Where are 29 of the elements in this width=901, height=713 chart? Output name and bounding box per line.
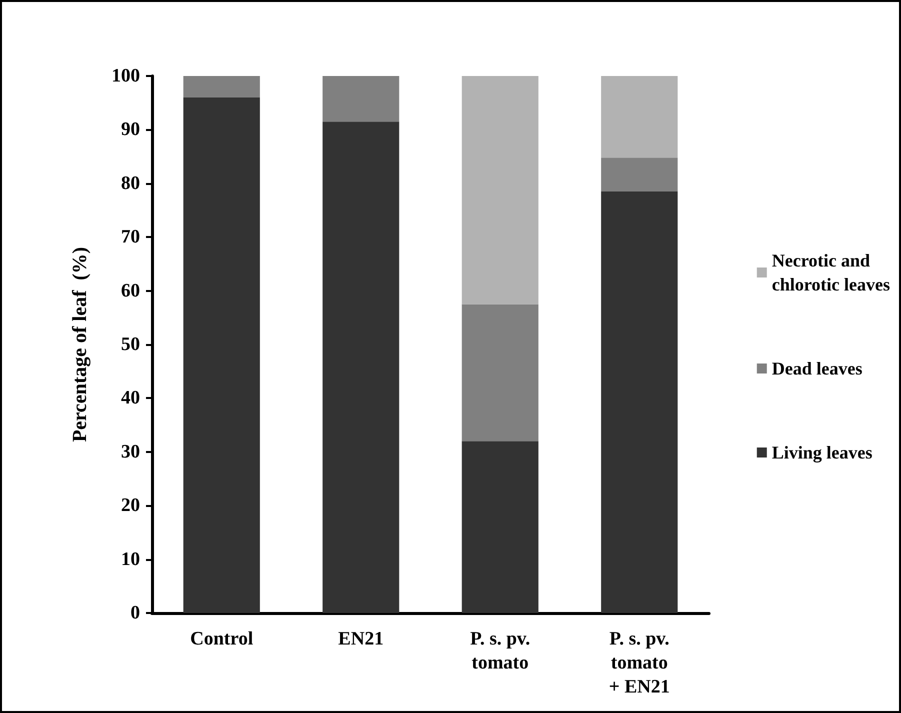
y-tick-label: 30 (121, 441, 140, 462)
y-tick-label: 40 (121, 388, 140, 409)
legend-label: Necrotic and chlorotic leaves (772, 250, 890, 294)
y-tick-label: 50 (121, 334, 140, 355)
bar (462, 441, 538, 613)
y-tick-label: 80 (121, 172, 140, 194)
bar (601, 76, 678, 158)
bar (322, 122, 400, 613)
bar (462, 76, 538, 304)
y-axis-title: Percentage of leaf (%) (69, 246, 91, 442)
bar (601, 158, 678, 192)
x-tick-label: Control (190, 628, 254, 650)
y-tick-label: 90 (121, 119, 140, 140)
x-tick-label: EN21 (338, 628, 384, 650)
bar (601, 191, 678, 613)
y-tick-label: 10 (121, 548, 140, 570)
bar (462, 304, 538, 442)
y-tick-label: 100 (112, 66, 140, 86)
bar (322, 76, 400, 122)
legend-label: Dead leaves (772, 358, 862, 378)
y-tick-label: 0 (130, 602, 140, 624)
x-tick-label: P. s. pv. tomato (470, 628, 530, 674)
y-tick-label: 20 (121, 495, 140, 516)
y-tick-label: 60 (121, 280, 140, 302)
bar (183, 97, 260, 613)
y-tick-label: 70 (121, 226, 140, 248)
bar (183, 76, 260, 98)
legend-label: Living leaves (772, 442, 872, 462)
x-tick-label: P. s. pv. tomato + EN21 (608, 628, 670, 698)
